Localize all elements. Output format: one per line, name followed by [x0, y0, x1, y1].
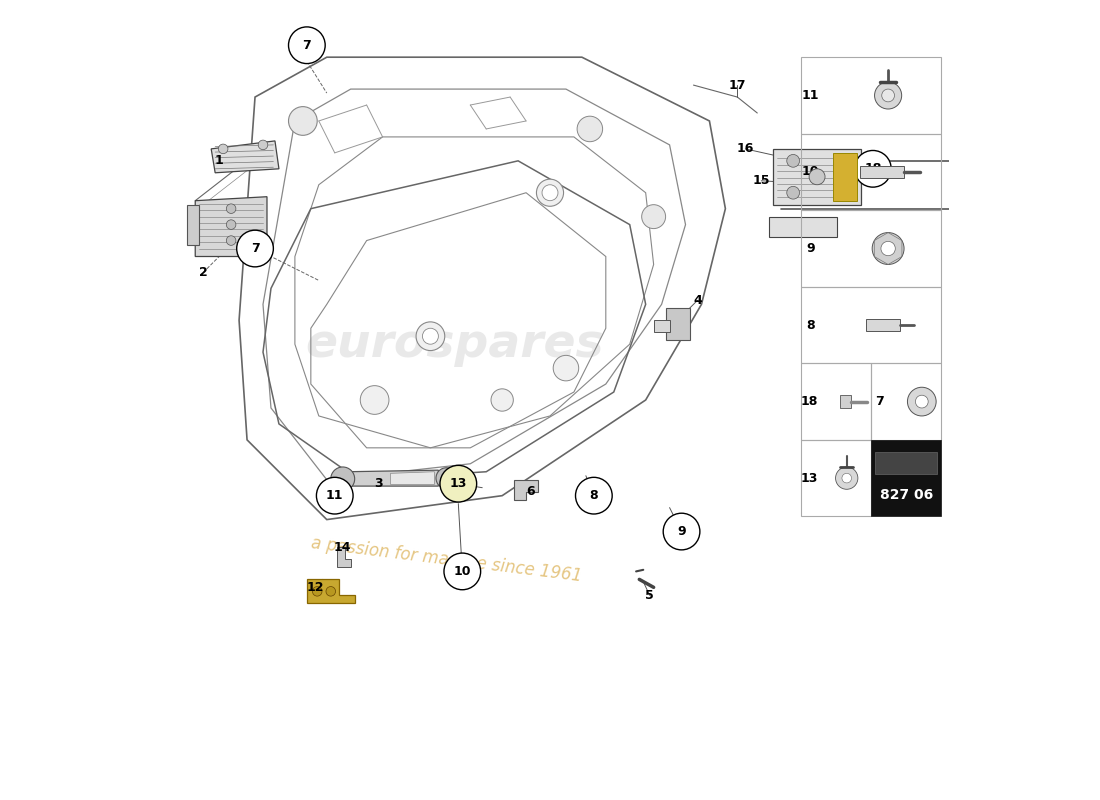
Text: 12: 12 [306, 581, 323, 594]
Polygon shape [307, 579, 354, 603]
Circle shape [908, 387, 936, 416]
Circle shape [872, 233, 904, 265]
Circle shape [641, 205, 666, 229]
Polygon shape [773, 149, 861, 205]
Text: eurospares: eurospares [305, 322, 604, 366]
Circle shape [317, 478, 353, 514]
Circle shape [786, 186, 800, 199]
Circle shape [575, 478, 613, 514]
Text: 11: 11 [326, 489, 343, 502]
Polygon shape [390, 472, 435, 485]
Text: a passion for marque since 1961: a passion for marque since 1961 [310, 534, 583, 585]
Text: 17: 17 [728, 78, 746, 91]
Polygon shape [876, 452, 937, 474]
Polygon shape [860, 166, 904, 178]
Circle shape [553, 355, 579, 381]
Polygon shape [833, 153, 857, 201]
Text: 4: 4 [693, 294, 702, 307]
Circle shape [258, 140, 267, 150]
Polygon shape [653, 320, 670, 332]
Circle shape [288, 106, 317, 135]
Polygon shape [666, 308, 690, 340]
Text: 10: 10 [802, 166, 820, 178]
Text: 15: 15 [752, 174, 770, 187]
Circle shape [542, 185, 558, 201]
Text: 8: 8 [590, 489, 598, 502]
Text: 13: 13 [450, 478, 468, 490]
Circle shape [786, 154, 800, 167]
Circle shape [855, 150, 891, 187]
Text: 7: 7 [251, 242, 260, 255]
Text: 7: 7 [302, 38, 311, 52]
Text: 3: 3 [374, 478, 383, 490]
Circle shape [312, 586, 322, 596]
Circle shape [326, 586, 336, 596]
Text: 1: 1 [214, 154, 223, 167]
Polygon shape [514, 480, 538, 500]
Polygon shape [187, 205, 199, 245]
Circle shape [882, 89, 894, 102]
Text: 18: 18 [865, 162, 881, 175]
Circle shape [361, 386, 389, 414]
Polygon shape [211, 141, 279, 173]
Text: 10: 10 [453, 565, 471, 578]
Circle shape [810, 169, 825, 185]
Circle shape [227, 220, 235, 230]
Circle shape [578, 116, 603, 142]
Text: 16: 16 [737, 142, 754, 155]
Circle shape [663, 514, 700, 550]
Circle shape [874, 82, 902, 109]
Circle shape [842, 474, 851, 483]
Text: 9: 9 [678, 525, 686, 538]
Circle shape [836, 467, 858, 490]
Polygon shape [195, 197, 267, 257]
Text: 5: 5 [646, 589, 654, 602]
Circle shape [227, 236, 235, 246]
Polygon shape [337, 547, 351, 567]
Circle shape [416, 322, 444, 350]
Text: 6: 6 [526, 485, 535, 498]
Text: 7: 7 [874, 395, 883, 408]
Circle shape [227, 204, 235, 214]
Text: 11: 11 [802, 89, 820, 102]
Text: 13: 13 [801, 472, 817, 485]
Circle shape [444, 553, 481, 590]
Circle shape [288, 27, 326, 63]
Circle shape [491, 389, 514, 411]
Text: 827 06: 827 06 [880, 488, 933, 502]
Text: 9: 9 [806, 242, 815, 255]
Circle shape [915, 395, 928, 408]
Polygon shape [840, 395, 850, 408]
Polygon shape [866, 319, 900, 330]
Circle shape [881, 242, 895, 256]
Circle shape [436, 468, 456, 489]
Circle shape [219, 144, 228, 154]
Circle shape [236, 230, 274, 267]
Text: 8: 8 [806, 318, 815, 331]
Text: 2: 2 [199, 266, 208, 279]
Circle shape [422, 328, 439, 344]
Circle shape [537, 179, 563, 206]
Polygon shape [769, 217, 837, 237]
Text: 18: 18 [801, 395, 817, 408]
Polygon shape [346, 470, 439, 486]
Circle shape [331, 467, 354, 491]
Text: 14: 14 [334, 541, 352, 554]
Circle shape [440, 466, 476, 502]
FancyBboxPatch shape [871, 440, 942, 516]
